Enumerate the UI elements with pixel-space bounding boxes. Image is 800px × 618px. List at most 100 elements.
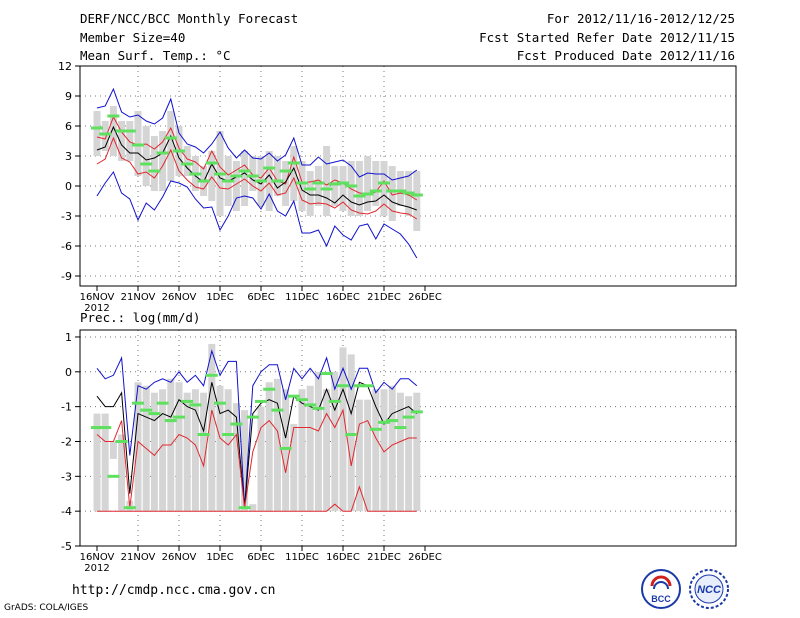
- prec-spread-bar: [323, 389, 331, 512]
- temp-obs-marker: [222, 179, 235, 183]
- temp-spread-bar: [372, 161, 380, 206]
- temp-ytick-label: 0: [65, 180, 72, 193]
- prec-obs-marker: [115, 439, 128, 443]
- temp-xtick-label: 16DEC: [326, 292, 360, 303]
- prec-spread-bar: [290, 424, 298, 512]
- temp-spread-bar: [388, 166, 396, 221]
- temp-obs-marker: [320, 187, 333, 191]
- prec-obs-marker: [173, 415, 185, 419]
- prec-obs-marker: [361, 384, 374, 388]
- prec-obs-marker: [123, 506, 136, 510]
- prec-obs-marker: [304, 403, 317, 407]
- temp-obs-marker: [148, 169, 161, 173]
- temp-xtick-label: 11DEC: [285, 292, 319, 303]
- prec-obs-marker: [164, 419, 177, 423]
- temp-obs-marker: [205, 161, 218, 165]
- temp-spread-bar: [142, 126, 150, 186]
- prec-spread-bar: [101, 413, 109, 512]
- temp-ytick-label: 12: [58, 60, 72, 73]
- prec-obs-marker: [230, 422, 243, 426]
- temp-obs-marker: [345, 184, 358, 188]
- prec-plot-frame: [79, 329, 737, 547]
- temp-xtick-label: 16NOV: [80, 292, 115, 303]
- prec-obs-marker: [345, 433, 358, 437]
- temp-spread-bar: [101, 121, 109, 151]
- prec-spread-bar: [339, 347, 347, 512]
- temp-line-range_min: [96, 170, 418, 259]
- prec-obs-marker: [378, 420, 390, 424]
- prec-obs-marker: [337, 384, 349, 388]
- temp-obs-marker: [164, 136, 177, 140]
- prec-spread-bar: [372, 389, 380, 512]
- temp-obs-marker: [353, 194, 366, 198]
- prec-xtick-label: 16DEC: [326, 552, 360, 563]
- temp-ytick-label: 3: [65, 150, 72, 163]
- temp-obs-marker: [132, 143, 144, 147]
- prec-spread-bar: [405, 396, 413, 512]
- temp-plot-frame: [79, 65, 737, 287]
- temp-year-label: 2012: [84, 303, 109, 314]
- temp-line-ci_lower: [96, 136, 418, 220]
- prec-xtick-label: 6DEC: [247, 552, 274, 563]
- prec-line-range_max: [96, 349, 418, 508]
- prec-obs-marker: [296, 398, 308, 402]
- prec-ytick-label: -4: [61, 505, 72, 518]
- temp-obs-marker: [115, 129, 128, 133]
- prec-obs-marker: [287, 394, 300, 398]
- temp-obs-marker: [369, 189, 382, 193]
- prec-xtick-label: 26NOV: [162, 552, 197, 563]
- prec-obs-marker: [369, 427, 382, 431]
- footer-url[interactable]: http://cmdp.ncc.cma.gov.cn: [72, 583, 276, 598]
- prec-obs-marker: [214, 401, 226, 405]
- temp-spread-bar: [93, 111, 101, 156]
- temp-spread-bar: [232, 161, 240, 211]
- temp-spread-bar: [208, 151, 216, 201]
- prec-xtick-label: 1DEC: [206, 552, 233, 563]
- prec-line-ci_lower: [96, 408, 417, 508]
- prec-spread-bar: [224, 389, 232, 512]
- temp-spread-bar: [126, 121, 134, 161]
- temp-spread-bar: [306, 171, 314, 216]
- temp-spread-bar: [298, 161, 306, 211]
- prec-obs-marker: [99, 426, 112, 430]
- temp-obs-marker: [361, 192, 374, 196]
- temp-obs-marker: [263, 166, 276, 170]
- prec-spread-bar: [314, 371, 322, 512]
- temp-obs-marker: [238, 169, 251, 173]
- temp-obs-marker: [230, 174, 243, 178]
- prec-spread-bar: [306, 385, 314, 512]
- prec-obs-marker: [255, 399, 267, 403]
- prec-obs-marker: [107, 474, 120, 478]
- prec-spread-bar: [109, 441, 117, 459]
- prec-obs-marker: [263, 387, 276, 391]
- prec-ytick-label: 1: [65, 331, 72, 344]
- prec-spread-bar: [282, 389, 290, 512]
- prec-spread-bar: [159, 389, 167, 512]
- temp-spread-bar: [314, 166, 322, 206]
- prec-obs-marker: [156, 401, 169, 405]
- prec-spread-bar: [216, 385, 224, 512]
- temp-spread-bar: [273, 156, 281, 196]
- prec-xtick-label: 11DEC: [285, 552, 319, 563]
- prec-spread-bar: [388, 385, 396, 512]
- prec-spread-bar: [257, 406, 265, 512]
- prec-spread-bar: [355, 399, 363, 512]
- prec-year-label: 2012: [84, 563, 109, 574]
- prec-obs-marker: [402, 415, 415, 419]
- prec-spread-bar: [118, 434, 126, 512]
- prec-obs-marker: [205, 373, 218, 377]
- temp-obs-marker: [279, 169, 292, 173]
- prec-spread-bar: [208, 343, 216, 512]
- temp-obs-marker: [197, 179, 210, 183]
- temp-ytick-label: -9: [61, 270, 72, 283]
- temp-spread-bar: [249, 156, 257, 191]
- prec-obs-marker: [279, 446, 292, 450]
- temp-spread-bar: [396, 171, 404, 206]
- temp-obs-marker: [328, 182, 341, 186]
- temp-obs-marker: [410, 193, 423, 197]
- temp-xtick-label: 26DEC: [408, 292, 442, 303]
- prec-ytick-label: -5: [61, 540, 72, 553]
- prec-spread-bar: [241, 410, 249, 512]
- ncc-logo: NCC: [689, 569, 729, 609]
